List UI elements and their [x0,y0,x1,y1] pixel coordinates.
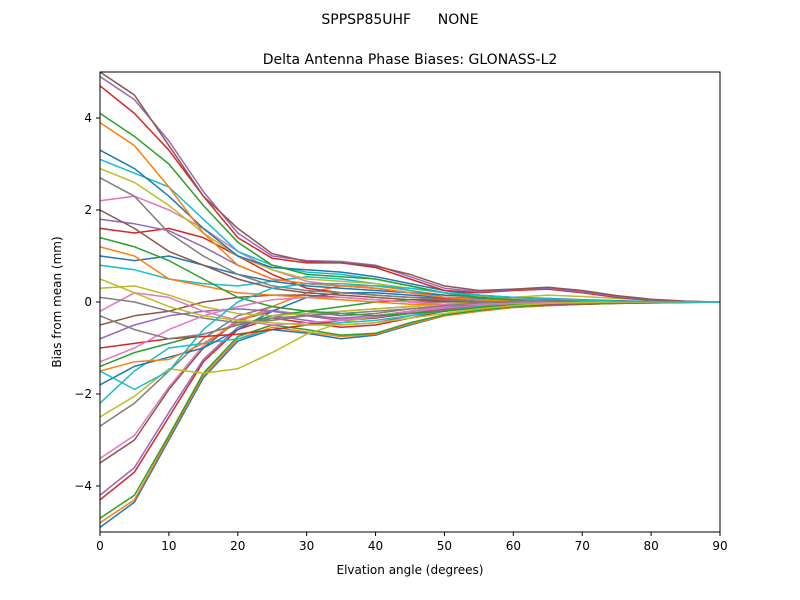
y-tick-label: −2 [74,387,92,401]
x-tick-label: 20 [230,539,245,553]
y-tick-label: 2 [84,203,92,217]
x-axis-label: Elvation angle (degrees) [337,563,484,577]
x-tick-label: 90 [712,539,727,553]
series-line-36 [100,72,720,303]
y-tick-label: −4 [74,479,92,493]
series-line-39 [100,278,720,326]
series-line-35 [100,75,720,303]
y-axis-label: Bias from mean (mm) [50,236,64,367]
figure-suptitle: SPPSP85UHF NONE [321,12,478,28]
x-tick-label: 50 [437,539,452,553]
x-tick-label: 10 [161,539,176,553]
x-tick-label: 40 [368,539,383,553]
y-tick-label: 0 [84,295,92,309]
x-axis: 0 10 20 30 40 50 60 70 80 90 [96,532,728,553]
series-line-40 [100,282,720,391]
x-tick-label: 60 [506,539,521,553]
x-tick-label: 0 [96,539,104,553]
x-tick-label: 80 [643,539,658,553]
x-tick-label: 70 [575,539,590,553]
series-layer [100,72,720,529]
y-tick-label: 4 [84,111,92,125]
x-tick-label: 30 [299,539,314,553]
y-axis: −4 −2 0 2 4 [74,111,100,493]
chart-title: Delta Antenna Phase Biases: GLONASS-L2 [263,52,558,68]
